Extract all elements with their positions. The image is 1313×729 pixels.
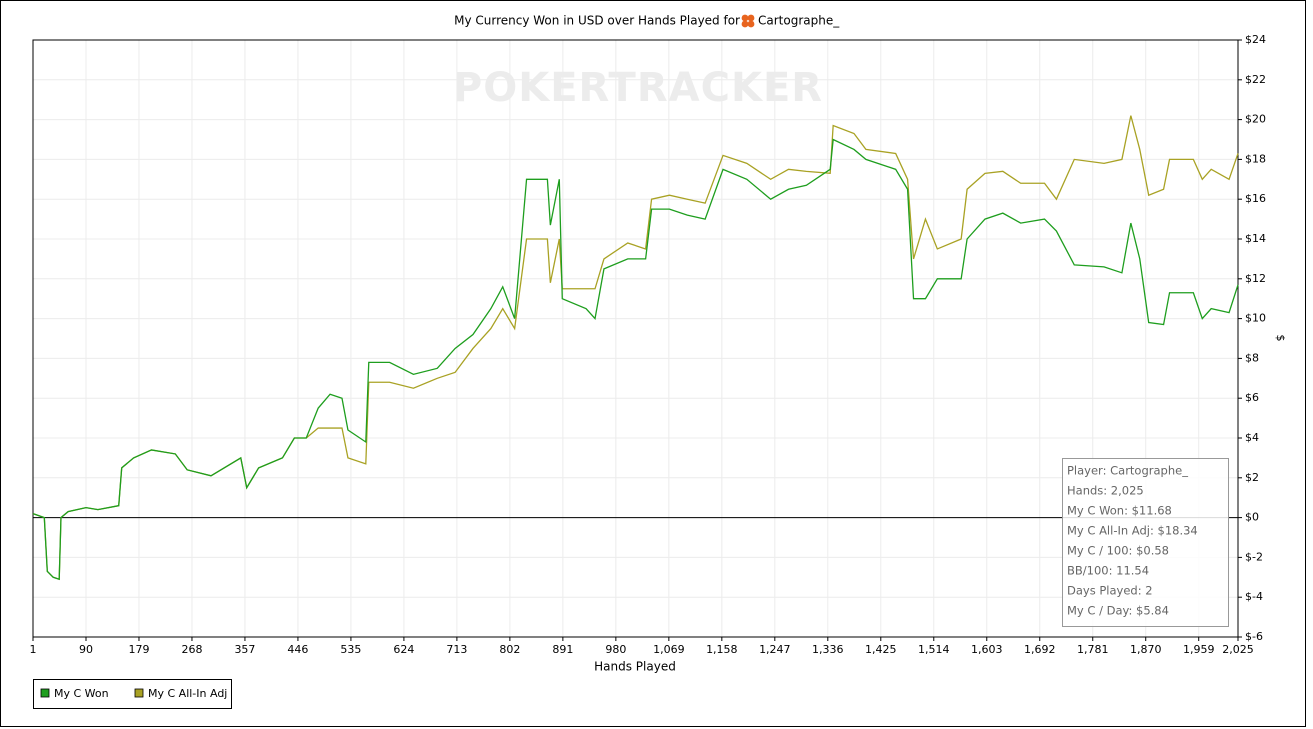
player-icon <box>741 14 755 28</box>
info-box <box>1062 458 1229 627</box>
x-tick-label: 1,692 <box>1024 643 1056 656</box>
y-tick-label: $24 <box>1245 33 1266 46</box>
x-tick-label: 357 <box>234 643 255 656</box>
chart-title-player: Cartographe_ <box>758 14 840 28</box>
y-tick-label: $12 <box>1245 272 1266 285</box>
y-tick-label: $16 <box>1245 192 1266 205</box>
x-tick-label: 1,158 <box>706 643 738 656</box>
y-tick-label: $14 <box>1245 232 1266 245</box>
x-tick-label: 446 <box>287 643 308 656</box>
x-tick-label: 90 <box>79 643 93 656</box>
x-tick-label: 1,781 <box>1077 643 1109 656</box>
x-tick-label: 713 <box>446 643 467 656</box>
x-tick-label: 802 <box>499 643 520 656</box>
x-tick-label: 535 <box>340 643 361 656</box>
x-tick-label: 179 <box>128 643 149 656</box>
y-tick-label: $22 <box>1245 73 1266 86</box>
y-tick-label: $18 <box>1245 152 1266 165</box>
x-tick-label: 1,870 <box>1130 643 1162 656</box>
x-tick-label: 268 <box>181 643 202 656</box>
x-tick-label: 1,959 <box>1183 643 1215 656</box>
x-tick-label: 2,025 <box>1222 643 1254 656</box>
info-line: Hands: 2,025 <box>1067 484 1144 498</box>
legend <box>33 679 232 709</box>
series-line <box>32 138 1239 581</box>
chart-title: My Currency Won in USD over Hands Played… <box>454 14 740 28</box>
legend-label: My C All-In Adj <box>148 687 227 700</box>
x-tick-label: 1,603 <box>971 643 1003 656</box>
plot-frame <box>32 39 1239 638</box>
info-line: My C Won: $11.68 <box>1067 504 1172 518</box>
info-line: My C / 100: $0.58 <box>1067 544 1169 558</box>
y-tick-label: $0 <box>1245 511 1259 524</box>
y-tick-label: $2 <box>1245 471 1259 484</box>
x-axis-label: Hands Played <box>594 660 676 674</box>
y-tick-label: $-6 <box>1245 630 1263 643</box>
y-axis-label: $ <box>1274 335 1287 342</box>
x-tick-label: 980 <box>605 643 626 656</box>
x-tick-label: 891 <box>552 643 573 656</box>
y-tick-label: $10 <box>1245 312 1266 325</box>
x-tick-label: 1,069 <box>653 643 685 656</box>
legend-label: My C Won <box>54 687 109 700</box>
info-line: BB/100: 11.54 <box>1067 564 1149 578</box>
info-line: My C All-In Adj: $18.34 <box>1067 524 1198 538</box>
legend-swatch <box>40 688 50 698</box>
x-tick-label: 1 <box>30 643 37 656</box>
x-tick-label: 1,425 <box>865 643 897 656</box>
x-tick-label: 624 <box>393 643 414 656</box>
x-tick-label: 1,247 <box>759 643 791 656</box>
legend-swatch <box>134 688 144 698</box>
y-tick-label: $-2 <box>1245 550 1263 563</box>
y-tick-label: $20 <box>1245 113 1266 126</box>
info-line: My C / Day: $5.84 <box>1067 604 1169 618</box>
info-line: Days Played: 2 <box>1067 584 1153 598</box>
x-tick-label: 1,514 <box>918 643 950 656</box>
y-tick-label: $6 <box>1245 391 1259 404</box>
y-tick-label: $4 <box>1245 431 1259 444</box>
watermark: POKERTRACKER <box>453 65 823 111</box>
info-line: Player: Cartographe_ <box>1067 464 1188 478</box>
y-tick-label: $8 <box>1245 351 1259 364</box>
y-tick-label: $-4 <box>1245 590 1263 603</box>
x-tick-label: 1,336 <box>812 643 844 656</box>
